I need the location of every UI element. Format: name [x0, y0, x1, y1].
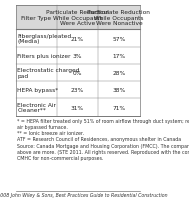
- Text: Electronic Air
Cleaner**: Electronic Air Cleaner**: [17, 102, 56, 113]
- Bar: [16, 30, 57, 116]
- Text: * = HEPA filter treated only 51% of room airflow through duct system; remaining
: * = HEPA filter treated only 51% of room…: [17, 118, 189, 160]
- Text: Electrostatic charged
pad: Electrostatic charged pad: [17, 68, 80, 79]
- Text: 57%: 57%: [112, 36, 125, 41]
- Bar: [57, 30, 98, 116]
- Text: Particulate Reduction
While Occupants
Were Active: Particulate Reduction While Occupants We…: [46, 10, 109, 26]
- Bar: [98, 6, 140, 30]
- Text: 31%: 31%: [71, 105, 84, 110]
- Text: 3%: 3%: [73, 54, 82, 59]
- Text: 71%: 71%: [112, 105, 125, 110]
- Text: HEPA bypass*: HEPA bypass*: [17, 88, 59, 93]
- Text: Particulate Reduction
While Occupants
Were Nonactive: Particulate Reduction While Occupants We…: [88, 10, 150, 26]
- Text: Filters plus ionizer: Filters plus ionizer: [17, 54, 71, 59]
- Text: 17%: 17%: [112, 54, 125, 59]
- Text: 21%: 21%: [71, 36, 84, 41]
- Text: Fiberglass/pleated
(Media): Fiberglass/pleated (Media): [17, 34, 71, 44]
- Text: Filter Type: Filter Type: [21, 16, 51, 21]
- Text: (C) 2008 John Wiley & Sons, Best Practices Guide to Residential Construction: (C) 2008 John Wiley & Sons, Best Practic…: [0, 192, 167, 197]
- Text: 28%: 28%: [112, 71, 125, 76]
- Text: 23%: 23%: [71, 88, 84, 93]
- Bar: [98, 30, 140, 116]
- Text: 0%: 0%: [73, 71, 82, 76]
- Bar: [16, 6, 57, 30]
- Bar: [57, 6, 98, 30]
- Text: 38%: 38%: [112, 88, 125, 93]
